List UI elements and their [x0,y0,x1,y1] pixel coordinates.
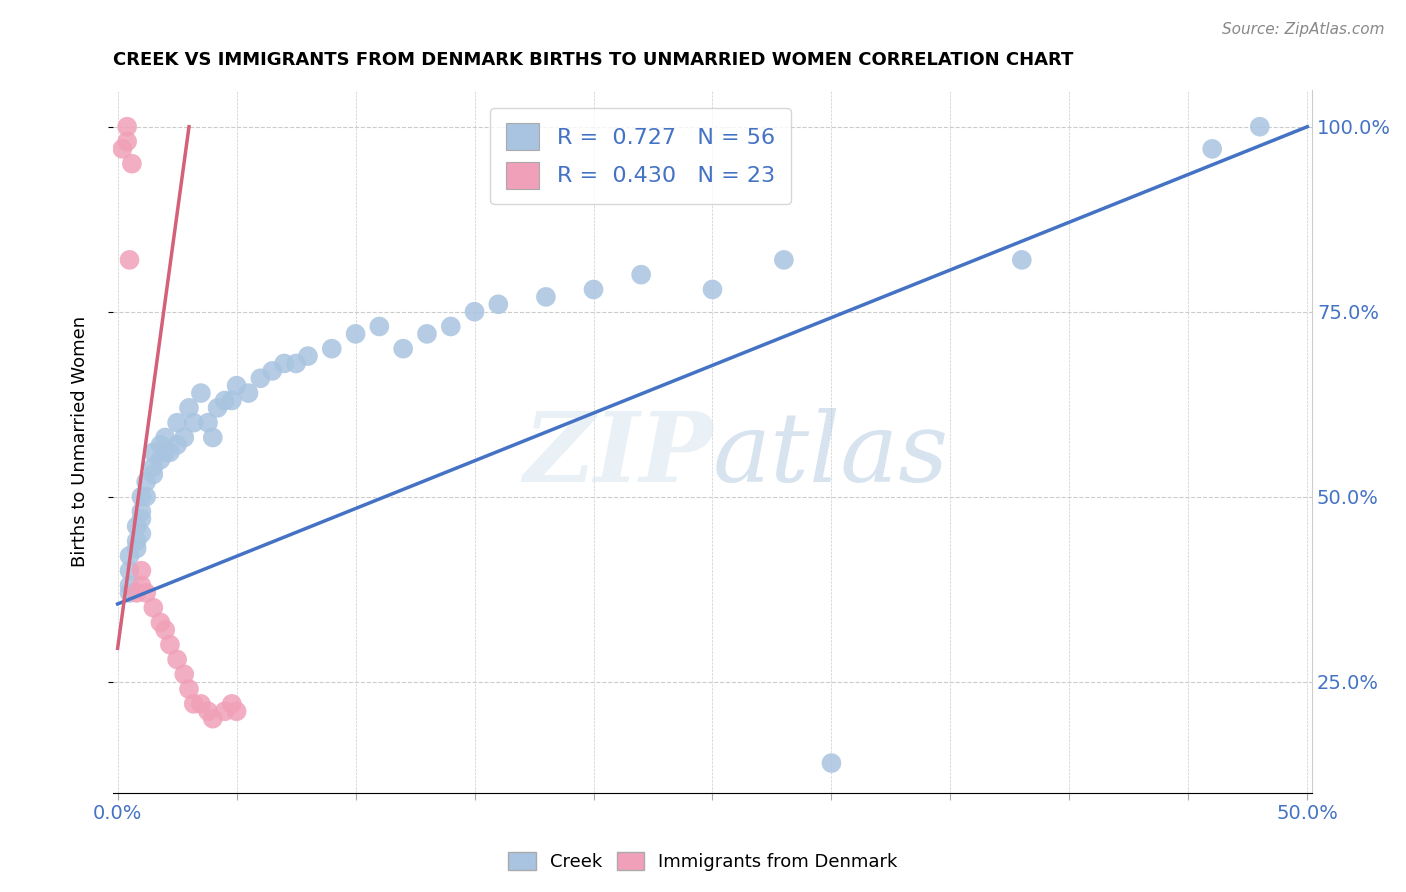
Point [221,697,243,711]
Point [135,490,157,504]
Text: Source: ZipAtlas.com: Source: ZipAtlas.com [1222,22,1385,37]
Point [190,697,212,711]
Point [197,704,219,718]
Point [125,586,148,600]
Point [149,452,172,467]
Point [115,120,138,134]
Point [118,564,141,578]
Point [166,438,188,452]
Point [153,623,176,637]
Point [173,430,195,444]
Point [118,549,141,563]
Text: ZIP: ZIP [523,409,713,502]
Y-axis label: Births to Unmarried Women: Births to Unmarried Women [72,316,89,566]
Point [214,393,236,408]
Point [582,283,605,297]
Point [392,342,415,356]
Point [1249,120,1271,134]
Point [142,600,165,615]
Point [1201,142,1223,156]
Point [125,541,148,556]
Point [125,534,148,549]
Point [118,586,141,600]
Point [321,342,343,356]
Legend: R =  0.727   N = 56, R =  0.430   N = 23: R = 0.727 N = 56, R = 0.430 N = 23 [491,108,790,204]
Point [285,356,308,370]
Point [197,416,219,430]
Point [142,460,165,475]
Point [121,156,143,170]
Point [131,504,153,518]
Point [221,393,243,408]
Point [131,512,153,526]
Point [201,712,224,726]
Point [135,586,157,600]
Point [416,326,439,341]
Point [534,290,557,304]
Point [166,652,188,666]
Point [111,142,134,156]
Point [153,430,176,444]
Point [131,490,153,504]
Point [125,519,148,533]
Point [702,283,724,297]
Point [1011,252,1033,267]
Point [118,252,141,267]
Point [166,416,188,430]
Point [486,297,509,311]
Point [368,319,391,334]
Point [142,467,165,482]
Point [273,356,295,370]
Point [149,438,172,452]
Text: atlas: atlas [713,409,949,502]
Point [820,756,842,770]
Point [630,268,652,282]
Point [190,386,212,401]
Point [142,445,165,459]
Point [440,319,463,334]
Point [225,704,247,718]
Point [149,615,172,630]
Point [153,445,176,459]
Point [118,578,141,592]
Point [135,475,157,489]
Point [225,378,247,392]
Point [173,667,195,681]
Point [177,401,200,415]
Point [159,445,181,459]
Point [344,326,367,341]
Point [464,304,486,318]
Point [177,682,200,697]
Point [159,638,181,652]
Point [249,371,271,385]
Point [183,697,205,711]
Point [115,135,138,149]
Point [183,416,205,430]
Point [131,578,153,592]
Legend: Creek, Immigrants from Denmark: Creek, Immigrants from Denmark [501,845,905,879]
Point [238,386,260,401]
Point [207,401,229,415]
Point [297,349,319,363]
Point [214,704,236,718]
Point [773,252,796,267]
Point [131,526,153,541]
Point [201,430,224,444]
Point [262,364,284,378]
Text: CREEK VS IMMIGRANTS FROM DENMARK BIRTHS TO UNMARRIED WOMEN CORRELATION CHART: CREEK VS IMMIGRANTS FROM DENMARK BIRTHS … [112,51,1073,69]
Point [131,564,153,578]
